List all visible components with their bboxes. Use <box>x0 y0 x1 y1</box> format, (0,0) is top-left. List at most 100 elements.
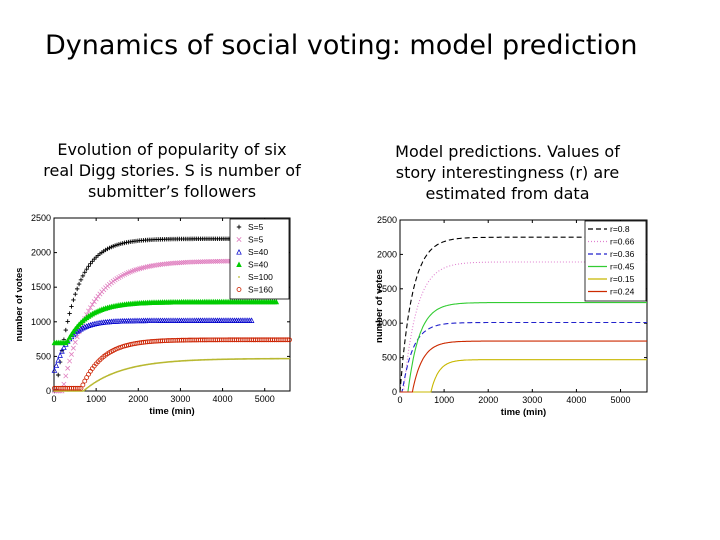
y-tick-label: 500 <box>382 353 397 363</box>
data-point <box>69 304 74 309</box>
data-point <box>175 260 181 266</box>
data-point <box>59 348 65 354</box>
y-tick-label: 1500 <box>377 284 397 294</box>
right-caption: Model predictions. Values of story inter… <box>395 142 620 203</box>
data-point <box>216 258 222 264</box>
legend-marker <box>236 261 242 268</box>
data-point <box>207 259 213 264</box>
y-tick-label: 2500 <box>31 213 51 223</box>
data-point <box>65 319 70 324</box>
legend: S=5 S=5 S=40 S=40 S=100 S=160 <box>229 218 290 300</box>
x-tick-label: 1000 <box>434 395 454 405</box>
legend-label: S=5 <box>248 235 264 245</box>
data-point <box>87 321 94 328</box>
data-point <box>67 358 73 364</box>
data-point <box>93 296 99 302</box>
data-point <box>209 258 215 264</box>
data-point <box>146 263 152 269</box>
x-tick-label: 5000 <box>611 395 631 405</box>
series-5-points <box>53 357 291 392</box>
series-4-points <box>51 298 280 346</box>
legend-marker <box>236 224 242 230</box>
data-point <box>89 321 96 327</box>
digg-stories-chart: 0 1000 2000 3000 4000 5000 0 500 1000 1500 2000 250… <box>14 213 292 417</box>
data-point <box>83 389 85 392</box>
data-point <box>89 302 95 308</box>
data-point <box>74 286 80 292</box>
data-point <box>85 322 92 329</box>
legend-label: r=0.15 <box>610 274 635 284</box>
y-tick-label: 2000 <box>377 249 397 259</box>
legend-label: S=5 <box>248 222 264 232</box>
data-point <box>224 258 230 264</box>
data-point <box>211 258 217 264</box>
data-point <box>287 337 292 343</box>
data-point <box>57 352 63 358</box>
legend: r=0.8 r=0.66 r=0.36 r=0.45 r=0.15 r=0.24 <box>584 220 647 302</box>
series-6-points <box>52 337 292 391</box>
data-point <box>63 327 68 333</box>
data-point <box>80 273 86 279</box>
legend-label: r=0.24 <box>610 287 635 297</box>
data-point <box>61 381 67 387</box>
y-axis-label: number of votes <box>14 268 25 342</box>
data-point <box>93 320 99 326</box>
data-point <box>148 263 154 269</box>
series-line-3 <box>400 321 647 393</box>
legend-label: r=0.66 <box>610 237 635 247</box>
data-point <box>150 263 156 269</box>
data-point <box>69 351 74 357</box>
data-point <box>82 378 88 384</box>
data-point <box>288 357 291 360</box>
x-tick-label: 3000 <box>170 394 190 404</box>
legend-label: S=40 <box>248 260 268 270</box>
data-point <box>91 320 98 327</box>
data-point <box>80 382 86 388</box>
legend-marker <box>236 237 242 242</box>
data-point <box>177 260 183 266</box>
data-point <box>173 260 179 266</box>
data-point <box>61 344 67 350</box>
data-point <box>76 327 82 333</box>
left-caption: Evolution of popularity of six real Digg… <box>43 140 301 201</box>
data-point <box>188 259 194 265</box>
data-point <box>73 291 78 297</box>
data-point <box>203 259 209 265</box>
data-point <box>72 339 78 345</box>
legend-label: S=40 <box>248 247 268 257</box>
legend-label: r=0.36 <box>610 249 635 259</box>
legend-box <box>229 218 290 300</box>
data-point <box>197 259 203 265</box>
data-point <box>68 331 75 337</box>
data-point <box>80 324 86 331</box>
data-point <box>194 259 200 265</box>
x-tick-label: 3000 <box>522 395 542 405</box>
y-tick-label: 1000 <box>377 318 397 328</box>
slide-title: Dynamics of social voting: model predict… <box>45 30 638 61</box>
x-tick-label: 0 <box>51 394 56 404</box>
data-point <box>78 277 84 282</box>
data-point <box>190 259 196 265</box>
x-tick-label: 2000 <box>478 395 498 405</box>
data-point <box>186 259 192 265</box>
data-point <box>76 281 82 287</box>
data-point <box>53 362 60 369</box>
series-line-5 <box>400 359 647 393</box>
data-point <box>83 323 90 329</box>
data-point <box>70 345 76 351</box>
data-point <box>70 328 77 334</box>
data-point <box>273 298 280 305</box>
series-line-6 <box>400 340 647 393</box>
legend-label: r=0.8 <box>610 224 630 234</box>
data-point <box>81 323 88 330</box>
data-point <box>201 259 207 265</box>
data-point <box>91 299 97 305</box>
data-point <box>171 260 177 266</box>
legend-label: S=160 <box>248 285 273 295</box>
data-point <box>205 259 211 265</box>
data-point <box>144 264 150 270</box>
data-point <box>218 258 224 264</box>
y-axis-label: number of votes <box>374 269 385 343</box>
data-point <box>86 308 92 314</box>
legend-marker <box>236 249 242 255</box>
